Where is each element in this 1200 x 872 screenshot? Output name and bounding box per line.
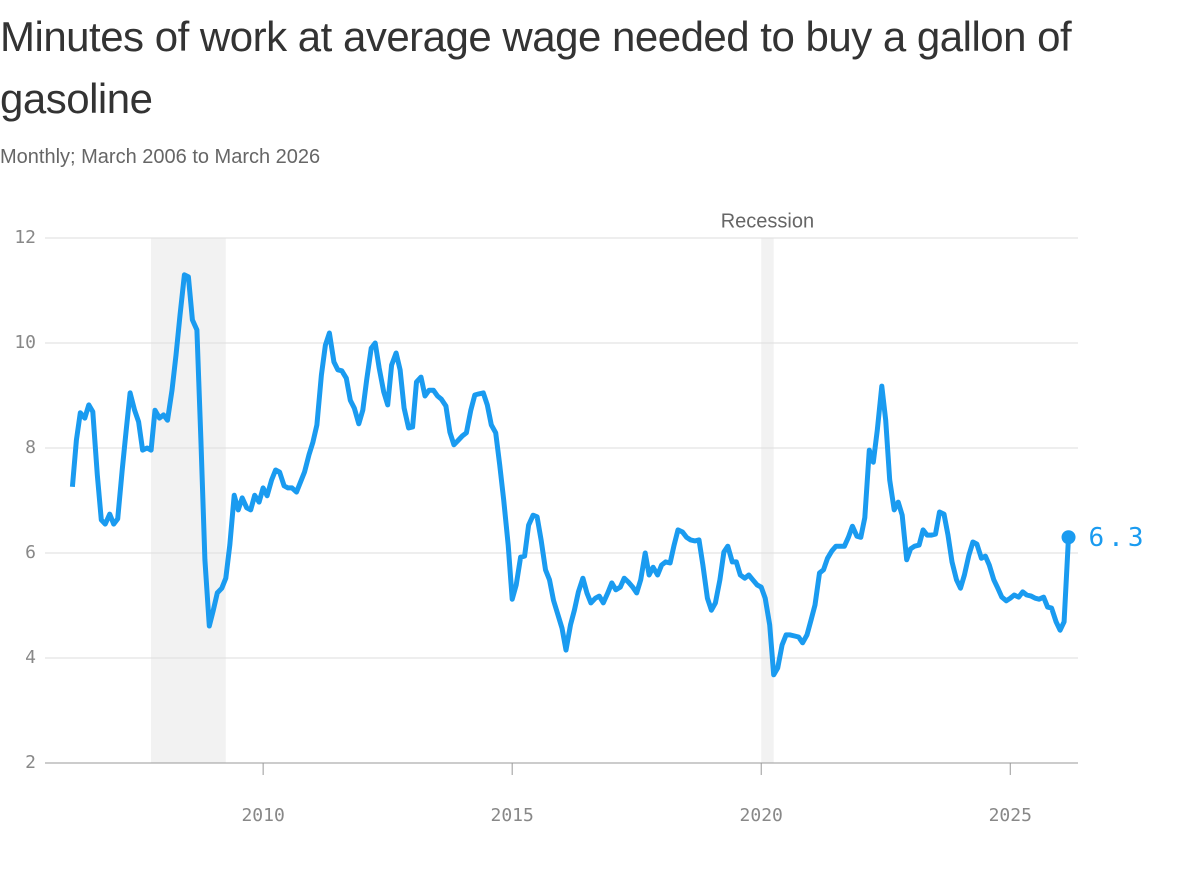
end-point [1061, 530, 1076, 545]
y-tick-label: 12 [14, 227, 36, 248]
data-line [69, 272, 1071, 678]
y-tick-label: 8 [25, 437, 36, 458]
x-tick-label: 2025 [989, 805, 1032, 826]
chart-subtitle: Monthly; March 2006 to March 2026 [0, 146, 321, 168]
x-tick-label: 2020 [740, 805, 783, 826]
y-tick-label: 4 [25, 647, 36, 668]
recession-band [151, 238, 226, 763]
end-value-label: 6.3 [1089, 523, 1148, 553]
y-tick-label: 6 [25, 542, 36, 563]
recession-label: Recession [721, 210, 814, 232]
y-tick-label: 2 [25, 752, 36, 773]
y-tick-label: 10 [14, 332, 36, 353]
chart-title: Minutes of work at average wage needed t… [0, 13, 1072, 122]
x-tick-label: 2010 [241, 805, 284, 826]
recession-band [761, 238, 774, 763]
x-tick-label: 2015 [490, 805, 533, 826]
